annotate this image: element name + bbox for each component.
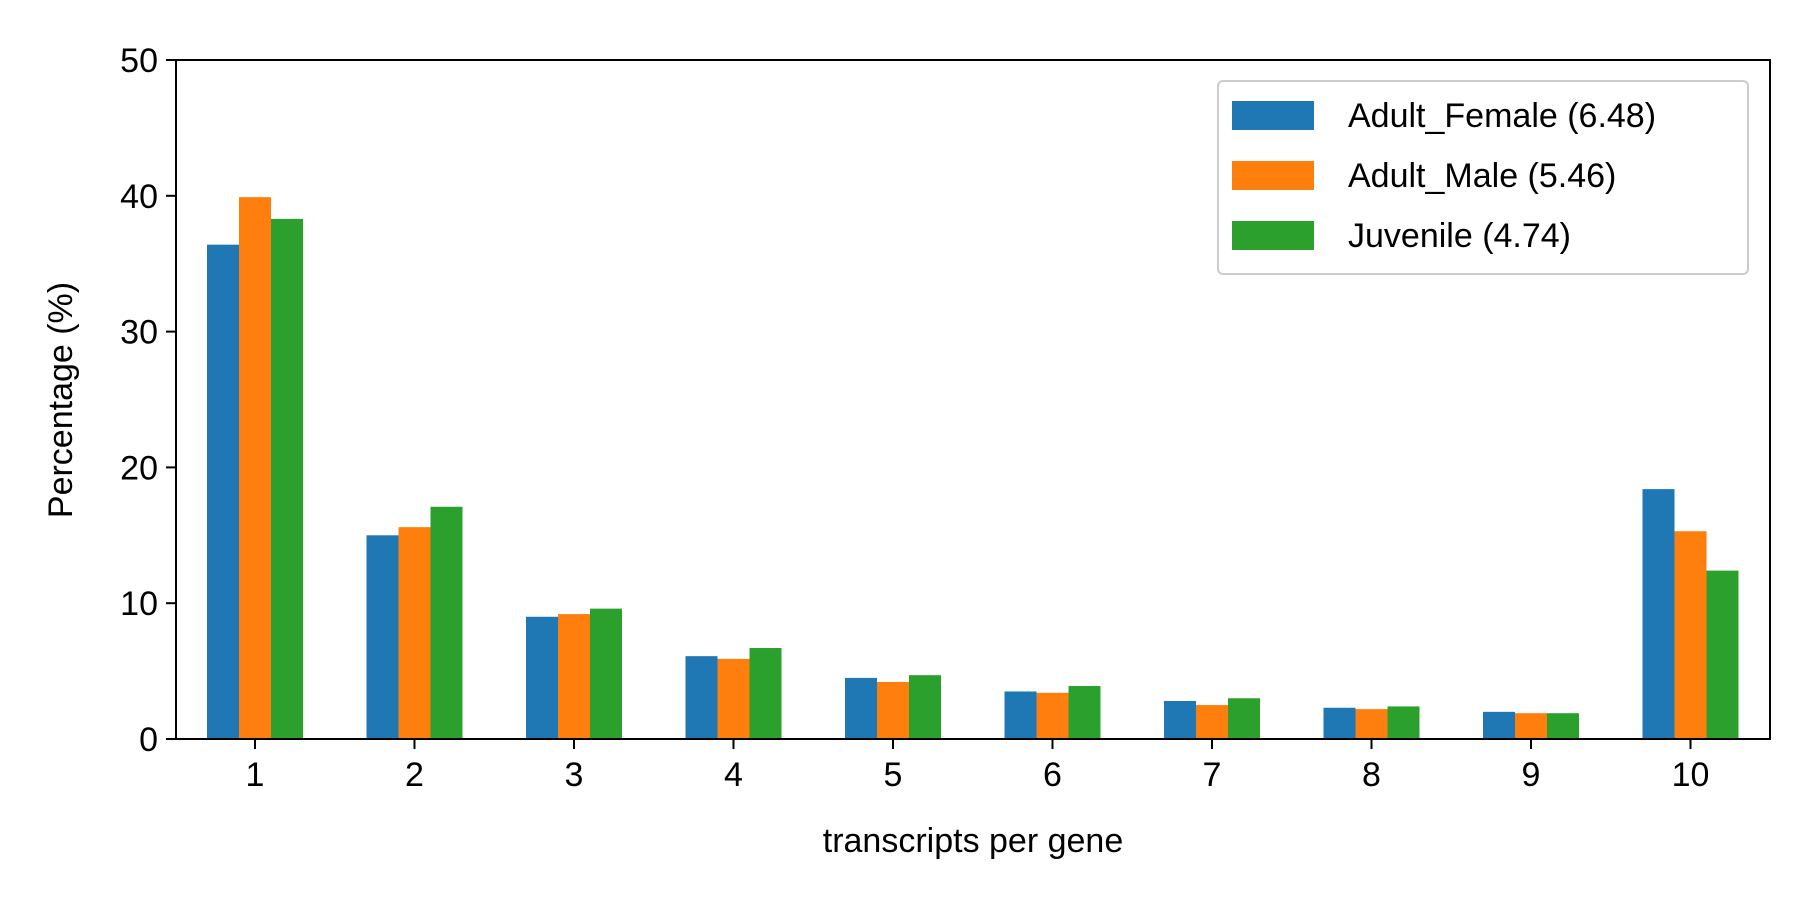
- legend-swatch-series-3: [1232, 221, 1314, 250]
- legend-label-series-2: Adult_Male (5.46): [1348, 157, 1616, 195]
- bar-series-2-category-4: [717, 658, 750, 739]
- x-tick-label: 4: [724, 756, 743, 794]
- bar-series-1-category-10: [1642, 489, 1675, 739]
- bar-series-3-category-2: [430, 506, 463, 739]
- x-tick-label: 1: [246, 756, 265, 794]
- bar-series-3-category-9: [1547, 713, 1579, 739]
- x-axis: 1 2 3 4 5 6 7 8 9 10: [246, 739, 1710, 794]
- x-tick-label: 10: [1672, 756, 1710, 794]
- x-tick-label: 8: [1362, 756, 1381, 794]
- bar-series-2-category-2: [398, 527, 431, 739]
- legend-swatch-series-2: [1232, 161, 1314, 190]
- bar-series-3-category-10: [1706, 570, 1739, 739]
- bar-series-1-category-4: [685, 656, 718, 739]
- legend-swatch-series-1: [1232, 101, 1314, 130]
- bars-group: [207, 197, 1739, 740]
- bar-series-1-category-9: [1483, 711, 1515, 739]
- x-tick-label: 6: [1043, 756, 1062, 794]
- x-tick-label: 3: [565, 756, 584, 794]
- bar-series-1-category-1: [207, 244, 239, 740]
- bar-series-2-category-1: [239, 197, 271, 739]
- y-tick-label: 30: [120, 314, 158, 352]
- y-axis-label: Percentage (%): [42, 282, 80, 518]
- bar-series-2-category-8: [1355, 709, 1388, 739]
- legend-label-series-3: Juvenile (4.74): [1348, 217, 1571, 255]
- legend-label-series-1: Adult_Female (6.48): [1348, 97, 1656, 135]
- legend: Adult_Female (6.48) Adult_Male (5.46) Juve…: [1217, 80, 1749, 275]
- x-tick-label: 5: [884, 756, 903, 794]
- y-tick-label: 20: [120, 449, 158, 487]
- legend-frame: [1217, 80, 1749, 275]
- x-tick-label: 2: [405, 756, 424, 794]
- bar-series-3-category-1: [271, 218, 303, 740]
- bar-series-2-category-5: [877, 681, 909, 739]
- bar-series-3-category-4: [749, 648, 782, 739]
- bar-series-2-category-3: [558, 614, 590, 739]
- bar-series-1-category-8: [1323, 707, 1356, 739]
- y-tick-label: 50: [120, 42, 158, 80]
- bar-series-1-category-5: [845, 677, 877, 739]
- x-axis-label: transcripts per gene: [823, 822, 1124, 860]
- x-tick-label: 7: [1203, 756, 1222, 794]
- y-tick-label: 0: [139, 721, 158, 759]
- bar-series-1-category-6: [1004, 691, 1037, 739]
- bar-series-1-category-2: [366, 535, 399, 739]
- y-tick-label: 10: [120, 585, 158, 623]
- bar-series-3-category-7: [1228, 698, 1260, 739]
- y-axis: 0 10 20 30 40 50: [120, 42, 176, 759]
- bar-series-2-category-6: [1036, 692, 1069, 739]
- bar-series-1-category-3: [526, 616, 558, 739]
- bar-series-3-category-6: [1068, 686, 1101, 739]
- bar-series-2-category-10: [1674, 531, 1707, 739]
- bar-series-1-category-7: [1164, 700, 1196, 739]
- bar-series-2-category-7: [1196, 705, 1228, 739]
- bar-series-3-category-5: [909, 675, 941, 739]
- bar-series-3-category-3: [590, 608, 622, 739]
- x-tick-label: 9: [1522, 756, 1541, 794]
- bar-series-3-category-8: [1387, 706, 1420, 739]
- bar-series-2-category-9: [1515, 713, 1547, 739]
- plot-frame: [175, 59, 1771, 740]
- y-tick-label: 40: [120, 178, 158, 216]
